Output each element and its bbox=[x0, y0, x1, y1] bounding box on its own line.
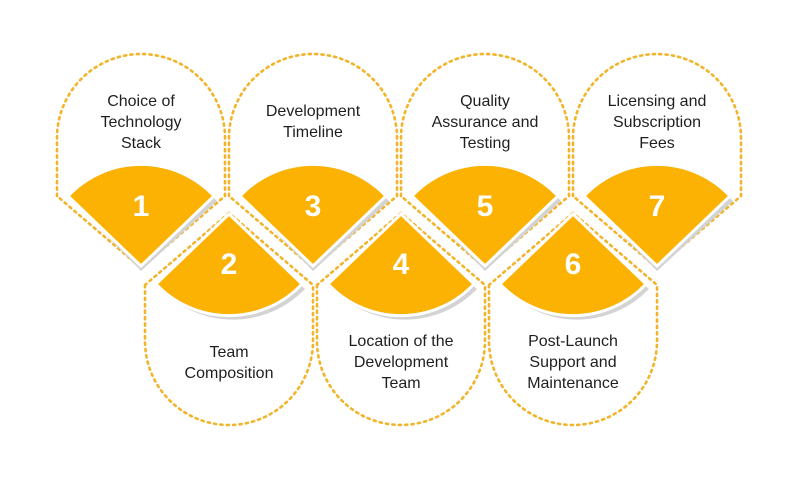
step-1-label-line-1: Choice of bbox=[107, 93, 175, 110]
step-4-number: 4 bbox=[393, 248, 410, 281]
step-2-dashed-outline bbox=[143, 211, 315, 427]
step-5-label-line-2: Assurance and bbox=[432, 114, 539, 131]
step-5: 5 Quality Assurance and Testing bbox=[399, 52, 571, 271]
step-1-fan bbox=[65, 162, 217, 269]
step-6-label-line-1: Post-Launch bbox=[528, 333, 618, 350]
step-2-label-line-1: Team bbox=[209, 344, 248, 361]
step-3-fan bbox=[237, 162, 389, 269]
step-3-number: 3 bbox=[305, 190, 322, 223]
step-4-label-line-2: Development bbox=[354, 354, 449, 371]
step-6-dashed-outline bbox=[487, 211, 659, 427]
step-1: 1 Choice of Technology Stack bbox=[55, 52, 227, 271]
step-6-label-line-2: Support and bbox=[529, 354, 616, 371]
step-4-label-line-1: Location of the bbox=[349, 333, 454, 350]
step-2-number: 2 bbox=[221, 248, 238, 281]
step-7-fan bbox=[581, 162, 733, 269]
step-5-label-line-3: Testing bbox=[460, 135, 511, 152]
step-4: 4 Location of the Development Team bbox=[315, 211, 487, 427]
step-5-label-line-1: Quality bbox=[460, 93, 510, 110]
step-1-label-line-2: Technology bbox=[101, 114, 182, 131]
step-4-label-line-3: Team bbox=[381, 375, 420, 392]
step-6: 6 Post-Launch Support and Maintenance bbox=[487, 211, 659, 427]
step-7: 7 Licensing and Subscription Fees bbox=[571, 52, 743, 271]
step-7-label-line-3: Fees bbox=[639, 135, 675, 152]
step-3: 3 Development Timeline bbox=[227, 52, 399, 271]
step-2-label-line-2: Composition bbox=[185, 365, 274, 382]
step-2: 2 Team Composition bbox=[143, 211, 315, 427]
step-2-fan bbox=[153, 211, 305, 318]
step-3-label-line-1: Development bbox=[266, 103, 361, 120]
step-7-number: 7 bbox=[649, 190, 666, 223]
step-5-number: 5 bbox=[477, 190, 494, 223]
step-7-label-line-2: Subscription bbox=[613, 114, 701, 131]
step-5-fan bbox=[409, 162, 561, 269]
step-4-fan bbox=[325, 211, 477, 318]
step-6-fan bbox=[497, 211, 649, 318]
step-1-label-line-3: Stack bbox=[121, 135, 162, 152]
step-1-dashed-outline bbox=[55, 52, 227, 270]
step-6-number: 6 bbox=[565, 248, 582, 281]
step-7-label-line-1: Licensing and bbox=[608, 93, 707, 110]
step-3-dashed-outline bbox=[227, 52, 399, 270]
step-7-dashed-outline bbox=[571, 52, 743, 270]
step-6-label-line-3: Maintenance bbox=[527, 375, 619, 392]
step-5-dashed-outline bbox=[399, 52, 571, 270]
step-4-dashed-outline bbox=[315, 211, 487, 427]
step-3-label-line-2: Timeline bbox=[283, 124, 343, 141]
step-1-number: 1 bbox=[133, 190, 150, 223]
